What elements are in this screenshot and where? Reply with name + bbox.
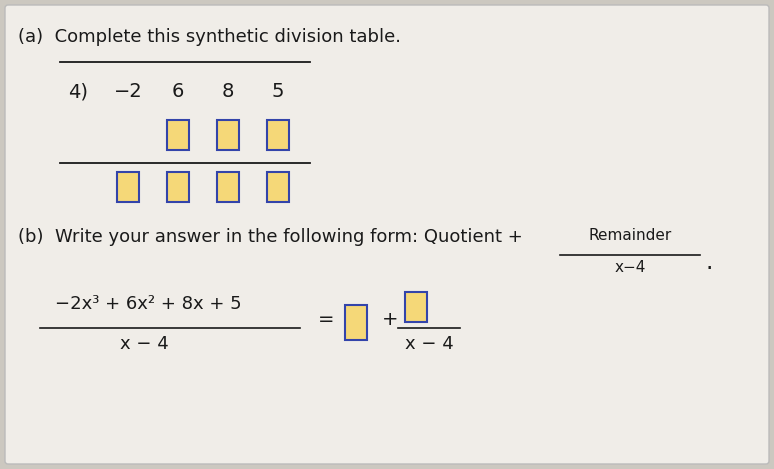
Text: Remainder: Remainder <box>588 228 672 243</box>
Bar <box>217 172 239 202</box>
Text: 5: 5 <box>272 82 284 101</box>
Bar <box>405 292 427 322</box>
Text: x − 4: x − 4 <box>405 335 454 353</box>
Bar <box>167 120 189 150</box>
Text: −2x³ + 6x² + 8x + 5: −2x³ + 6x² + 8x + 5 <box>55 295 241 313</box>
Text: 4): 4) <box>68 82 88 101</box>
Text: 8: 8 <box>222 82 235 101</box>
Text: (b)  Write your answer in the following form: Quotient +: (b) Write your answer in the following f… <box>18 228 522 246</box>
Text: (a)  Complete this synthetic division table.: (a) Complete this synthetic division tab… <box>18 28 401 46</box>
Text: .: . <box>705 250 712 274</box>
FancyBboxPatch shape <box>5 5 769 464</box>
Text: x−4: x−4 <box>615 260 646 275</box>
Bar <box>267 120 289 150</box>
Bar <box>117 172 139 202</box>
Text: x − 4: x − 4 <box>120 335 169 353</box>
Bar <box>217 120 239 150</box>
Bar <box>167 172 189 202</box>
Bar <box>345 305 367 340</box>
Text: 6: 6 <box>172 82 184 101</box>
Text: =: = <box>318 310 334 329</box>
Text: −2: −2 <box>114 82 142 101</box>
Bar <box>267 172 289 202</box>
Text: +: + <box>382 310 399 329</box>
